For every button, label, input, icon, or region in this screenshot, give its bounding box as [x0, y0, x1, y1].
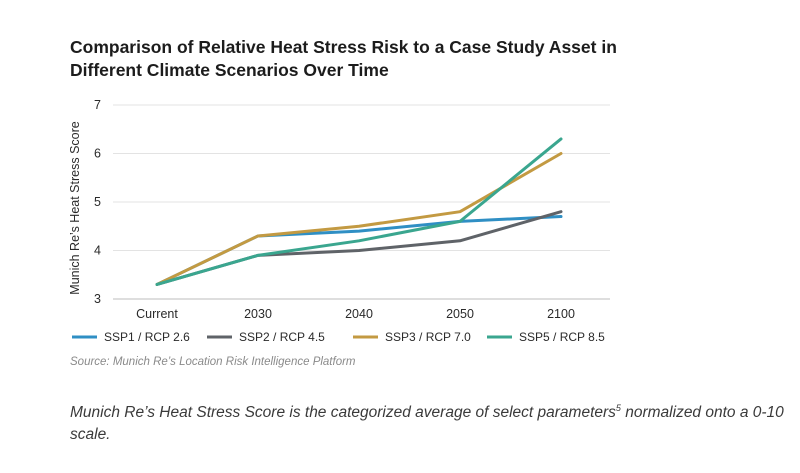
y-tick-label: 7: [94, 98, 101, 112]
chart-grid: [113, 104, 610, 300]
chart-title-line-1: Comparison of Relative Heat Stress Risk …: [70, 37, 617, 57]
x-tick-label: 2030: [244, 307, 272, 321]
x-tick-label: 2050: [446, 307, 474, 321]
y-axis-ticks: 3 4 5 6 7: [94, 98, 101, 306]
footnote-text-end: normalized onto a 0-10 scale.: [70, 404, 784, 444]
x-tick-label: 2040: [345, 307, 373, 321]
chart-legend: SSP1 / RCP 2.6 SSP2 / RCP 4.5 SSP3 / RCP 7…: [72, 330, 605, 344]
legend-label-2: SSP2 / RCP 4.5: [239, 330, 325, 344]
x-axis-ticks: Current 2030 2040 2050 2100: [136, 307, 575, 321]
footnote-superscript: 5: [615, 403, 621, 413]
footnote-text-main: Munich Re’s Heat Stress Score is the cat…: [70, 404, 616, 422]
footnote-text: Munich Re’s Heat Stress Score is the cat…: [70, 397, 785, 446]
legend-label-3: SSP3 / RCP 7.0: [385, 330, 471, 344]
y-axis-label: Munich Re’s Heat Stress Score: [68, 121, 82, 294]
legend-label-4: SSP5 / RCP 8.5: [519, 330, 605, 344]
y-tick-label: 4: [94, 244, 101, 258]
x-tick-label: Current: [136, 307, 178, 321]
source-note: Source: Munich Re’s Location Risk Intell…: [70, 356, 356, 368]
y-tick-label: 3: [94, 292, 101, 306]
chart-title: Comparison of Relative Heat Stress Risk …: [70, 36, 670, 82]
y-tick-label: 6: [94, 147, 101, 161]
chart-title-line-2: Different Climate Scenarios Over Time: [70, 60, 389, 80]
chart-series: [155, 137, 563, 286]
legend-label-1: SSP1 / RCP 2.6: [104, 330, 190, 344]
x-tick-label: 2100: [547, 307, 575, 321]
y-tick-label: 5: [94, 195, 101, 209]
series-line-2: [155, 210, 563, 286]
series-line-4: [155, 137, 563, 286]
